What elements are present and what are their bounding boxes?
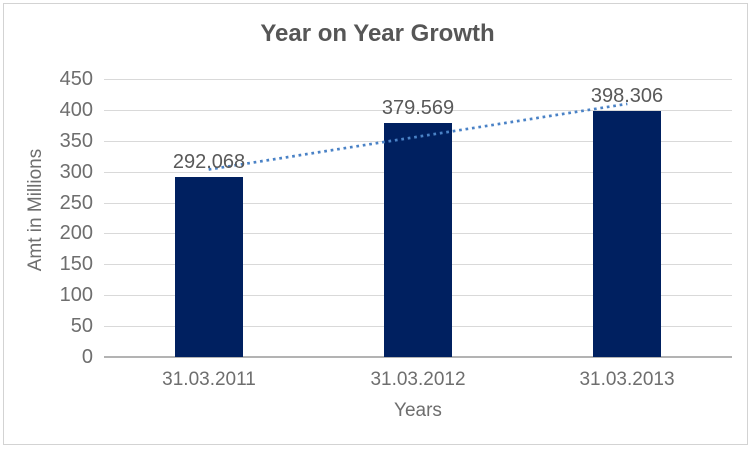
bar-data-label: 292.068 [172,151,246,173]
y-tick-label: 100 [59,284,93,306]
bar [175,177,243,357]
y-tick-label: 400 [59,99,93,121]
x-category-label: 31.03.2011 [162,369,256,390]
x-axis-title: Years [394,400,442,421]
x-category-label: 31.03.2013 [579,369,675,390]
x-category-label: 31.03.2012 [370,369,466,390]
bar [593,111,661,357]
y-tick-label: 250 [59,192,93,214]
y-tick-label: 300 [59,161,93,183]
x-axis-line [104,356,732,358]
y-tick-label: 450 [59,68,93,90]
bar-data-label: 398.306 [590,85,664,107]
y-tick-label: 350 [59,130,93,152]
bar-data-label: 379.569 [381,97,455,119]
gridline [104,79,732,80]
bar [384,123,452,357]
y-tick-label: 150 [59,253,93,275]
y-axis-title: Amt in Millions [25,148,46,272]
y-tick-label: 200 [59,222,93,244]
chart-title: Year on Year Growth [260,20,495,47]
y-tick-label: 50 [70,315,93,337]
y-tick-label: 0 [81,346,93,368]
